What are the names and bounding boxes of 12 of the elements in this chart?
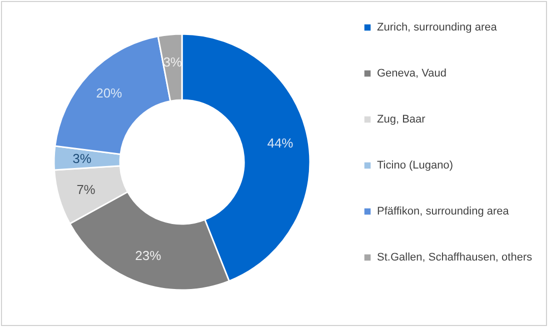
legend-label: St.Gallen, Schaffhausen, others	[377, 252, 533, 264]
legend-label: Ticino (Lugano)	[377, 160, 454, 172]
legend-label: Geneva, Vaud	[377, 68, 447, 80]
legend-label: Zug, Baar	[377, 114, 426, 126]
data-label: 20%	[96, 86, 123, 101]
legend-label: Zurich, surrounding area	[377, 22, 498, 34]
data-label: 3%	[163, 54, 182, 70]
data-label: 7%	[76, 182, 96, 197]
data-label: 23%	[135, 248, 162, 264]
data-label: 44%	[267, 135, 294, 150]
data-label: 3%	[72, 150, 92, 166]
legend-label: Pfäffikon, surrounding area	[377, 206, 510, 218]
